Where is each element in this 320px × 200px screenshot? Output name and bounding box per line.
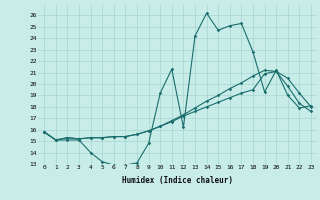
X-axis label: Humidex (Indice chaleur): Humidex (Indice chaleur): [122, 176, 233, 185]
